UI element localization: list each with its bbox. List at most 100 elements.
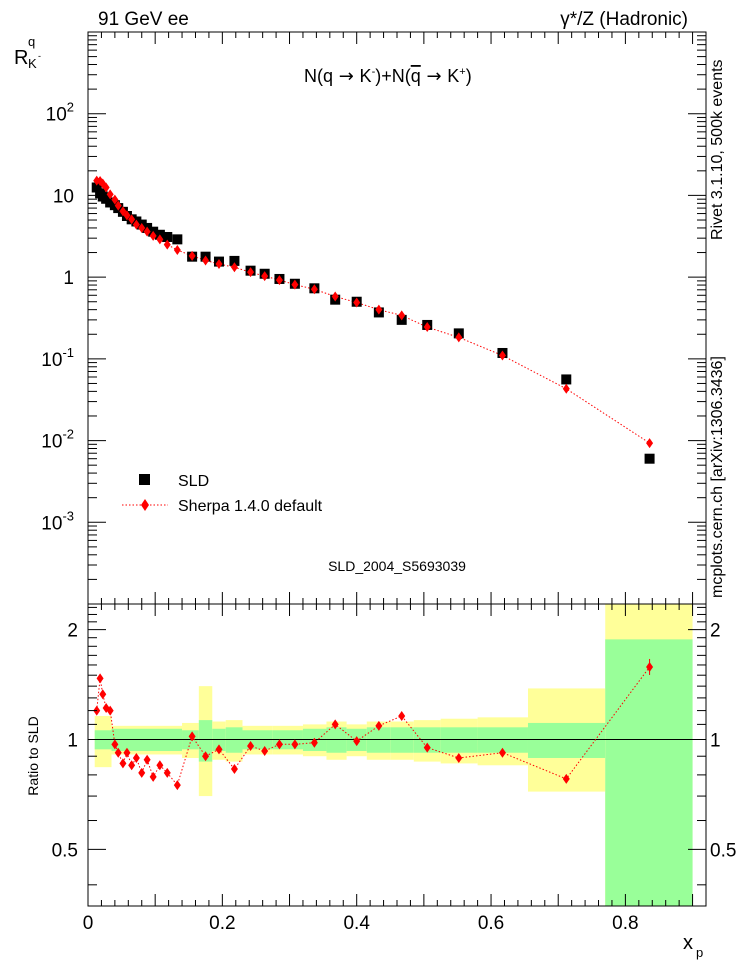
x-tick-label: 0.8 [612,913,638,934]
ratio-y-tick-labels: 0.5 0.5 1 1 2 2 [52,621,737,862]
ratio-mc-point [138,767,146,778]
main-mc-point [247,267,255,278]
ratio-mc-point [275,739,283,750]
main-title-part-1: N(q [304,66,333,86]
ratio-y-tick-label-left: 1 [67,731,78,752]
tick-exponent: -2 [62,427,74,442]
ratio-mc-point [215,744,223,755]
tick-exponent: -1 [62,345,74,360]
ratio-mc-point [398,710,406,721]
ratio-y-axis-label: Ratio to SLD [25,716,41,795]
x-tick-label: 0.4 [343,913,370,934]
legend-data-label: SLD [178,473,209,490]
main-mc-point [111,194,119,205]
ratio-mc-point [247,740,255,751]
main-title-part-6: ) [466,66,472,86]
main-y-axis-label: R q K - [14,34,41,71]
ratio-band-inner [605,639,693,906]
ratio-mc-point [163,767,171,778]
ratio-mc-point [261,746,269,757]
main-mc-point [156,234,164,245]
main-data-point [162,231,173,242]
y-label-base: R [14,47,28,69]
ratio-panel [87,603,707,907]
tick-exponent: -3 [62,508,74,523]
ratio-mc-point [149,771,157,782]
ratio-band-inner [326,727,347,753]
main-mc-point [202,255,210,266]
main-mc-point [423,322,431,333]
main-mc-point [114,200,122,211]
ratio-mc-point [119,758,127,769]
ratio-band-inner [527,722,606,758]
main-panel [87,31,707,605]
ratio-mc-point [156,760,164,771]
main-mc-point [291,279,299,290]
ratio-mc-point [202,751,210,762]
ratio-mc-point [143,754,151,765]
main-y-tick-label: 10-3 [41,508,74,534]
legend: SLD Sherpa 1.4.0 default [122,473,323,515]
main-mc-point [646,438,654,449]
ratio-mc-point [96,673,104,684]
ratio-y-tick-label-right: 2 [710,621,721,642]
main-mc-point [275,275,283,286]
main-title: N(q → K-)+N(q → K+) [304,66,472,87]
main-y-tick-label: 10-2 [41,427,74,453]
ratio-band-inner [225,727,243,753]
main-mc-point [132,219,140,230]
x-tick-label: 0.6 [478,913,504,934]
header-left-label: 91 GeV ee [98,9,189,30]
main-mc-point [455,332,463,343]
rivet-label: Rivet 3.1.10, 500k events [709,59,726,240]
x-axis-label: x p [683,932,703,960]
analysis-watermark: SLD_2004_S5693039 [328,558,466,574]
main-mc-point [353,297,361,308]
ratio-mc-point [562,773,570,784]
main-mc-point [102,182,110,193]
arrow-icon: → [333,66,360,87]
legend-mc-marker [141,499,149,511]
ratio-mc-point [173,780,181,791]
ratio-mc-point [646,661,654,672]
main-mc-point [498,350,506,361]
ratio-mc-point [331,719,339,730]
main-data-point [644,453,655,464]
y-label-sup: q [28,34,35,49]
ratio-mc-point [423,742,431,753]
mcplots-label: mcplots.cern.ch [arXiv:1306.3436] [709,356,726,598]
legend-data-marker [139,474,150,485]
ratio-band-inner [440,727,478,753]
main-title-part-4: q [411,66,421,86]
main-data-point [229,255,240,266]
plus-superscript: + [459,66,465,78]
ratio-band-inner [390,727,414,753]
ratio-mc-point [375,720,383,731]
main-mc-point [230,262,238,273]
y-label-sub-minus: - [38,51,41,61]
main-mc-point [123,210,131,221]
main-y-tick-label: 102 [46,100,74,126]
ratio-mc-point [111,739,119,750]
main-mc-point [375,304,383,315]
main-data-point [172,234,183,245]
main-y-tick-label: 1 [63,268,74,289]
main-mc-point [398,310,406,321]
ratio-y-tick-label-left: 2 [67,621,78,642]
ratio-mc-point [132,752,140,763]
main-mc-point [261,271,269,282]
tick-base: 10 [46,105,67,126]
ratio-y-tick-label-right: 0.5 [710,840,736,861]
main-mc-point [173,244,181,255]
main-mc-point [149,230,157,241]
ratio-mc-point [230,764,238,775]
main-title-part-5: K [447,66,459,86]
y-label-sub: K [28,56,37,71]
ratio-mc-point [498,747,506,758]
main-title-part-2: K [360,66,372,86]
x-tick-labels: 0 0.2 0.4 0.6 0.8 [83,913,639,934]
x-label-base: x [683,932,693,954]
ratio-mc-point [310,737,318,748]
ratio-mc-point [123,747,131,758]
